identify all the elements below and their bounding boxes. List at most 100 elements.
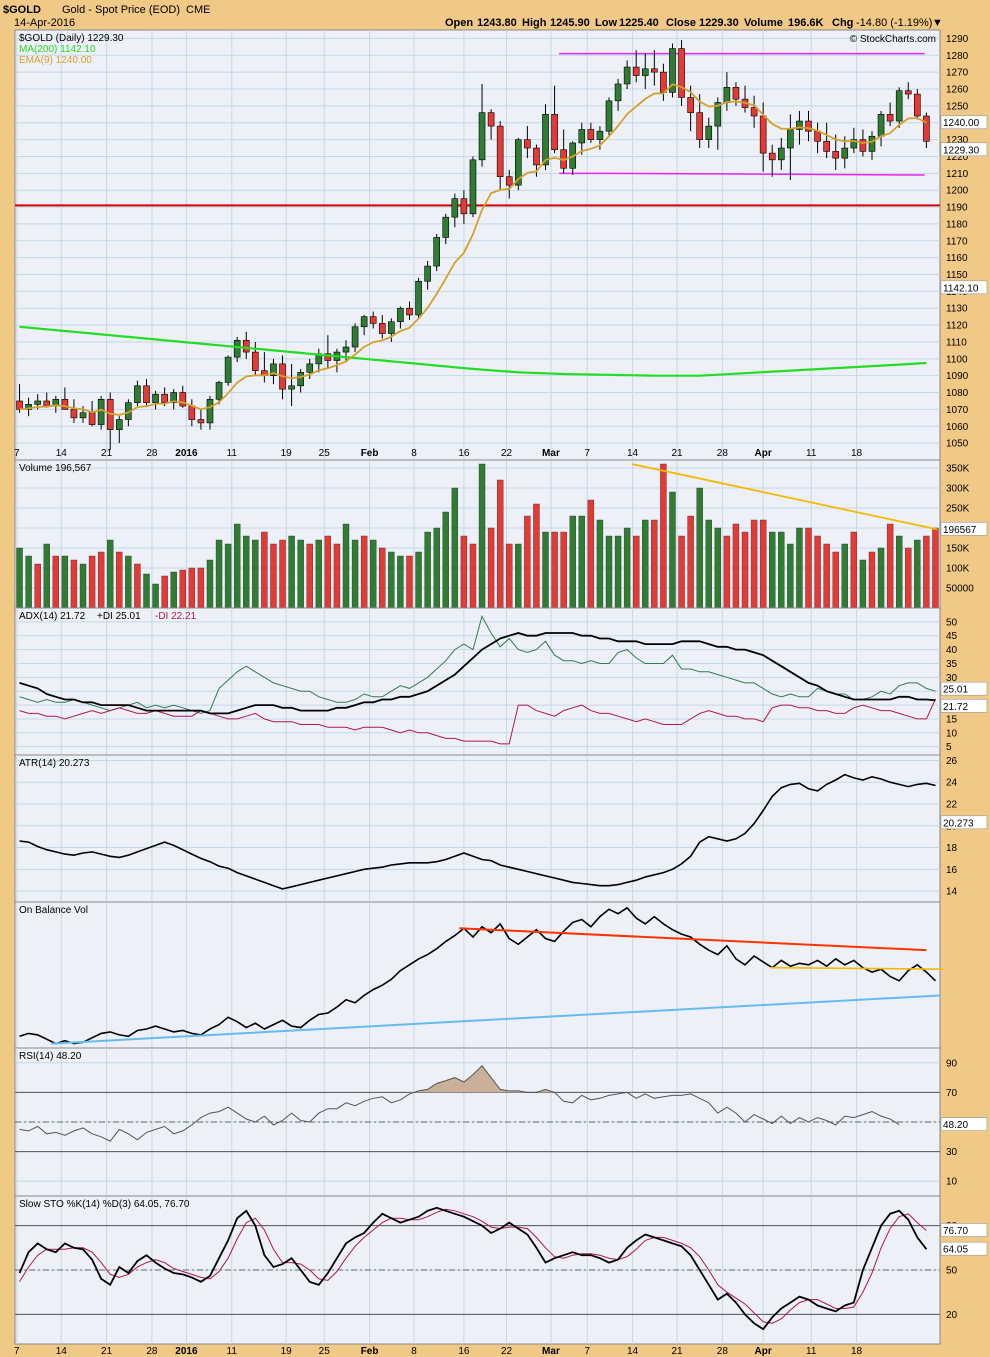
atr-ytick-label: 24 [946,778,958,789]
price-ytick-label: 1090 [946,371,969,382]
adx-ytick-label: 30 [946,673,958,684]
x-tick-label: 28 [717,448,729,459]
volume-bar [895,535,903,609]
candle-body [515,139,522,186]
volume-bar [687,515,694,609]
price-ytick-label: 1130 [946,304,968,315]
x-tick-label: 25 [319,1346,331,1357]
volume-bar [633,535,640,609]
adx-legend: ADX(14) 21.72 [19,611,86,622]
candle-body [542,114,549,166]
volume-bar [324,535,332,609]
volume-ytick-label: 100K [946,564,970,575]
watermark-text: © StockCharts.com [850,34,936,45]
candle-body [351,326,359,348]
adx-ytick-label: 5 [946,742,952,753]
candle-body [70,409,78,419]
volume-bar [152,583,159,609]
candle-body [397,307,404,323]
volume-bar [796,527,803,609]
minus-di-line [19,698,936,745]
candle-body [505,176,513,186]
price-ytick-label: 1120 [946,321,968,332]
adx-ytick-label: 10 [946,728,958,739]
volume-bar [379,547,386,609]
volume-bar [197,567,205,609]
volume-bar [642,519,649,609]
x-tick-label: 18 [851,448,863,459]
x-tick-label: 16 [458,1346,470,1357]
volume-bar [496,479,504,609]
candle-body [170,392,178,403]
candle-body [115,419,123,430]
volume-bar [388,551,395,609]
candle-body [732,87,740,100]
volume-bar [279,539,286,609]
candle-body [324,353,332,361]
volume-bar [161,575,168,609]
volume-bar [243,535,250,609]
x-tick-label: 2016 [175,1346,198,1357]
candle-body [61,398,69,410]
volume-bar [52,555,60,609]
candle-body [696,112,703,140]
atr-ytick-label: 22 [946,800,958,811]
volume-bar [188,567,196,609]
x-tick-label: 14 [627,1346,639,1357]
rsi-line [19,1065,900,1142]
candle-body [378,323,386,334]
x-tick-label: Apr [755,1346,772,1357]
volume-bar [206,559,214,609]
x-tick-label: 21 [671,1346,683,1357]
volume-bar [288,535,295,609]
volume-bar [252,539,259,609]
volume-bar [297,539,304,609]
candle-body [224,356,232,383]
candle-body [369,316,377,324]
price-ytick-label: 1220 [946,152,969,163]
ema9-line [19,83,927,416]
volume-bar [850,531,858,609]
price-panel: 1050106010701080109011001110112011301140… [14,29,988,461]
volume-bar [605,535,613,609]
volume-bar [397,555,404,609]
candle-body [723,87,731,103]
x-tick-label: Mar [542,1346,560,1357]
volume-bar [669,491,676,609]
price-ytick-label: 1270 [946,68,969,79]
price-ytick-label: 1070 [946,405,969,416]
candle-body [206,398,214,424]
candle-body [152,393,159,403]
rsi-value-label: 48.20 [943,1120,968,1131]
x-tick-label: 8 [411,1346,417,1357]
candle-body [252,351,259,371]
x-tick-label: 22 [501,1346,513,1357]
volume-bar [914,539,921,609]
volume-bar [261,531,268,609]
sto-d-value-label-box [940,1223,988,1237]
candle-body [669,48,676,93]
candle-body [596,130,604,140]
plus-di-value-label-box [940,681,988,696]
volume-bar [315,539,322,609]
x-tick-label: 28 [146,448,158,459]
price-ytick-label: 1100 [946,354,968,365]
volume-bar [451,487,459,609]
price-ytick-label: 1150 [946,270,968,281]
volume-bar [43,543,50,609]
candle-body [297,372,304,387]
volume-bar [306,543,313,609]
volume-bar [506,543,513,609]
legend-entry: MA(200) 1142.10 [19,44,96,55]
price-ytick-label: 1190 [946,203,968,214]
volume-bar [125,555,132,609]
volume-bar [170,571,177,609]
volume-bar [351,539,359,609]
candle-body [524,139,531,149]
candle-body [578,129,586,144]
price-ytick-label: 1290 [946,34,969,45]
volume-bar [333,543,341,609]
candle-body [914,93,921,117]
volume-value: 196.6K [788,17,824,29]
candle-body [641,68,649,76]
